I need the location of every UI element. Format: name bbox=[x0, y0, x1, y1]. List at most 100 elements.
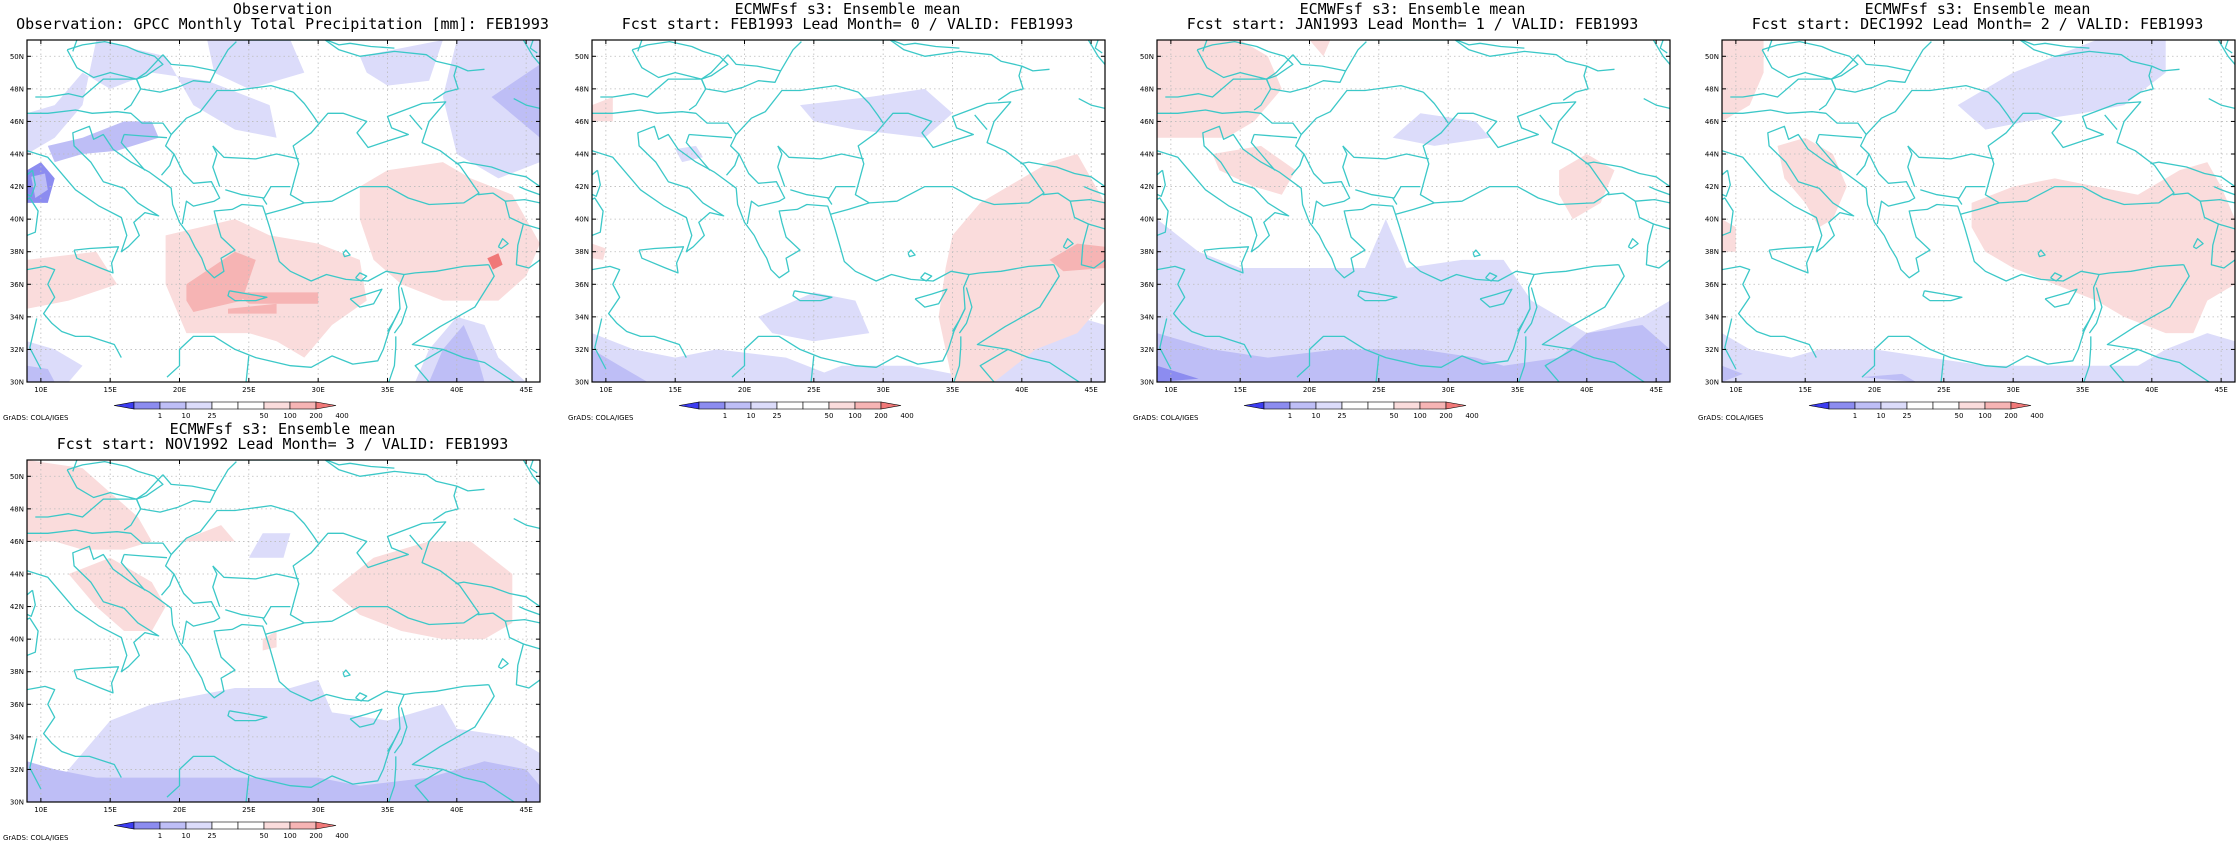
coastline bbox=[594, 318, 607, 370]
colorbar-label: 25 bbox=[208, 832, 217, 840]
y-tick-label: 44N bbox=[10, 571, 24, 579]
coastline bbox=[27, 197, 39, 237]
coastline bbox=[1861, 214, 2100, 378]
coastline bbox=[513, 98, 540, 110]
coastline bbox=[404, 684, 489, 696]
coastline bbox=[29, 318, 42, 370]
colorbar-arrow-low bbox=[1808, 401, 1830, 410]
coastline bbox=[455, 581, 540, 608]
precip-patch bbox=[1957, 40, 2166, 130]
coastline bbox=[1472, 249, 1481, 258]
coastline bbox=[1910, 41, 1932, 72]
x-tick-label: 10E bbox=[599, 386, 612, 394]
x-tick-label: 30E bbox=[2006, 386, 2019, 394]
coastline bbox=[685, 134, 711, 171]
y-tick-label: 44N bbox=[1140, 151, 1154, 159]
coastline bbox=[388, 336, 397, 382]
coastline bbox=[27, 521, 480, 699]
coastline bbox=[1157, 169, 1166, 197]
precip-patch bbox=[1157, 219, 1670, 382]
x-tick-label: 25E bbox=[242, 386, 255, 394]
coastline bbox=[792, 290, 833, 302]
y-tick-label: 40N bbox=[1140, 216, 1154, 224]
coastline bbox=[292, 511, 319, 544]
coastline bbox=[225, 185, 291, 199]
colorbar-swatch bbox=[1932, 401, 1960, 410]
coastline bbox=[1722, 265, 1817, 358]
coastline bbox=[386, 728, 401, 752]
x-tick-label: 35E bbox=[1511, 386, 1524, 394]
coastline bbox=[73, 246, 120, 274]
coastline bbox=[1157, 101, 1610, 279]
coastline bbox=[1422, 91, 1449, 124]
colorbar-label: 100 bbox=[848, 412, 861, 420]
coastline bbox=[976, 264, 1081, 382]
coastline bbox=[1586, 65, 1615, 72]
map-frame bbox=[591, 39, 1106, 383]
coastline bbox=[1516, 308, 1531, 332]
coastline bbox=[411, 264, 516, 382]
colorbar-swatch bbox=[1828, 401, 1856, 410]
coastline bbox=[780, 41, 802, 72]
coastline bbox=[2099, 264, 2184, 276]
x-tick-label: 45E bbox=[519, 806, 532, 814]
x-tick-label: 25E bbox=[807, 386, 820, 394]
y-tick-label: 34N bbox=[575, 313, 589, 321]
coastline bbox=[409, 114, 423, 131]
grads-credit: GrADS: COLA/IGES bbox=[3, 414, 69, 422]
precip-patch bbox=[186, 251, 256, 312]
y-tick-label: 40N bbox=[10, 636, 24, 644]
precip-patch bbox=[442, 40, 540, 179]
colorbar-swatch bbox=[1906, 401, 1934, 410]
coastline bbox=[777, 145, 786, 187]
coastline bbox=[979, 348, 1009, 382]
coastline bbox=[1087, 40, 1105, 65]
coastline bbox=[2088, 287, 2103, 334]
y-tick-label: 44N bbox=[1705, 151, 1719, 159]
y-tick-label: 32N bbox=[1705, 346, 1719, 354]
grads-credit: GrADS: COLA/IGES bbox=[1133, 414, 1199, 422]
colorbar-label: 400 bbox=[2030, 412, 2043, 420]
coastline bbox=[349, 288, 383, 308]
coastline bbox=[66, 40, 164, 80]
precip-patch bbox=[262, 631, 277, 651]
y-tick-label: 30N bbox=[10, 379, 24, 387]
coastline bbox=[27, 265, 122, 358]
coastline bbox=[1652, 40, 1670, 65]
coastline bbox=[907, 249, 916, 258]
coastline bbox=[1485, 272, 1498, 282]
precip-patch bbox=[1212, 145, 1296, 195]
colorbar-label: 50 bbox=[260, 412, 269, 420]
coastline bbox=[409, 534, 423, 551]
colorbar-swatch bbox=[1880, 401, 1908, 410]
y-tick-label: 50N bbox=[1140, 53, 1154, 61]
panel-subtitle: Fcst start: DEC1992 Lead Month= 2 / VALI… bbox=[1751, 15, 2204, 33]
coastline bbox=[456, 485, 485, 492]
coastline bbox=[2192, 238, 2204, 250]
coastline bbox=[227, 290, 268, 302]
coastline bbox=[1541, 264, 1646, 382]
colorbar-arrow-low bbox=[678, 401, 700, 410]
coastline bbox=[1868, 153, 1916, 225]
coastline bbox=[592, 169, 601, 197]
colorbar-swatch bbox=[237, 401, 265, 410]
precip-patch bbox=[31, 173, 48, 198]
x-tick-label: 30E bbox=[311, 386, 324, 394]
coastline bbox=[262, 617, 268, 625]
coastline bbox=[355, 272, 368, 282]
x-tick-label: 15E bbox=[1234, 386, 1247, 394]
y-tick-label: 32N bbox=[10, 766, 24, 774]
coastline bbox=[1357, 290, 1398, 302]
y-tick-label: 36N bbox=[575, 281, 589, 289]
x-tick-label: 10E bbox=[1729, 386, 1742, 394]
y-tick-label: 36N bbox=[10, 281, 24, 289]
colorbar-label: 400 bbox=[335, 412, 348, 420]
colorbar-swatch bbox=[159, 821, 187, 830]
coastline bbox=[529, 460, 538, 474]
colorbar-swatch bbox=[133, 401, 161, 410]
panel-title: ECMWFsf s3: Ensemble mean bbox=[169, 420, 396, 438]
colorbar-label: 100 bbox=[1413, 412, 1426, 420]
coastline bbox=[393, 707, 408, 754]
coastline bbox=[523, 643, 540, 650]
colorbar-swatch bbox=[1958, 401, 1986, 410]
